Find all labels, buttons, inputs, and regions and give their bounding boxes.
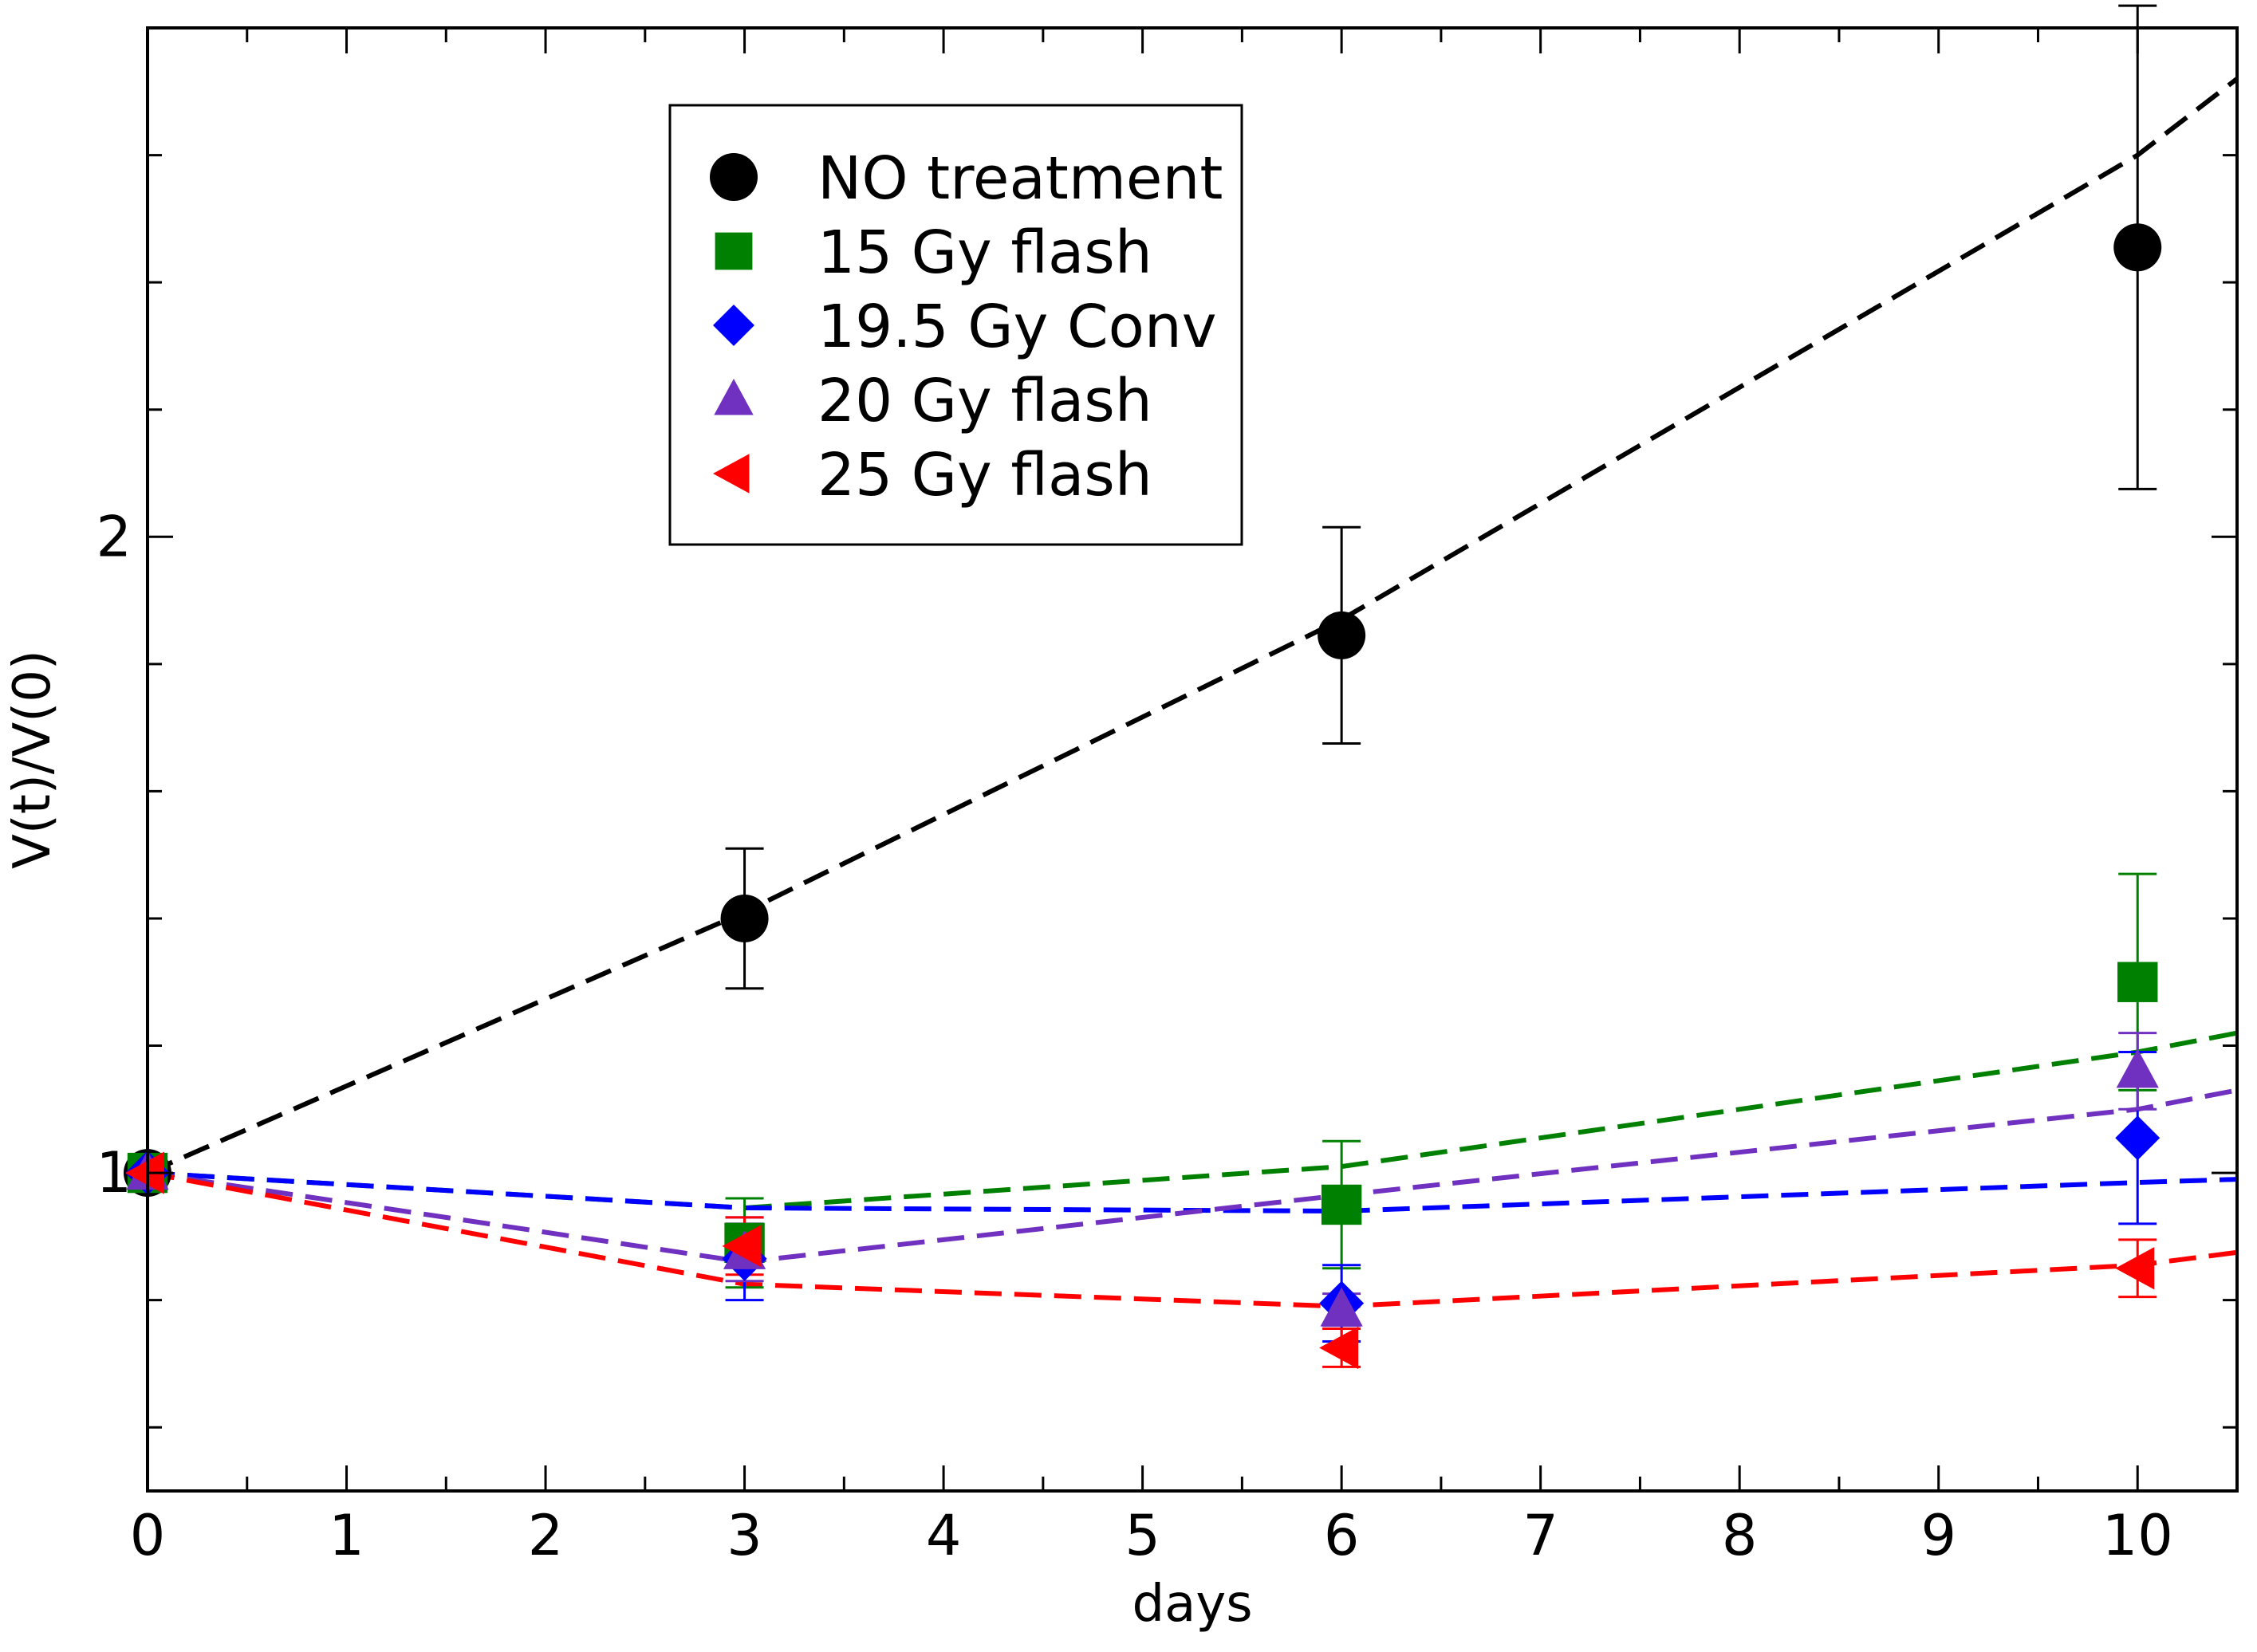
legend-marker: [715, 232, 753, 270]
x-tick-label: 1: [329, 1503, 364, 1568]
legend-label: 25 Gy flash: [817, 441, 1152, 509]
y-tick-label: 2: [96, 504, 132, 569]
x-axis-title: days: [1132, 1575, 1252, 1634]
data-point: [1318, 611, 1366, 659]
x-tick-label: 8: [1722, 1503, 1758, 1568]
data-point: [1320, 1287, 1363, 1327]
x-tick-label: 10: [2102, 1503, 2173, 1568]
legend-label: 20 Gy flash: [817, 367, 1152, 435]
x-tick-label: 9: [1920, 1503, 1956, 1568]
data-point: [2115, 1115, 2160, 1161]
plot-frame: [146, 26, 2239, 1493]
axis-ticks: 0 1 2 3 4 5 6 7 8 9 10 1 2: [96, 28, 2237, 1568]
data-point: [125, 1151, 164, 1194]
data-point: [1319, 1326, 1359, 1370]
x-tick-label: 7: [1522, 1503, 1558, 1568]
x-tick-label: 6: [1324, 1503, 1360, 1568]
fit-line: [147, 1030, 2238, 1211]
y-axis-title: V(t)/V(0): [3, 650, 62, 869]
fit-line: [147, 1170, 2238, 1309]
x-tick-label: 0: [130, 1503, 166, 1568]
legend-label: 19.5 Gy Conv: [817, 293, 1217, 361]
x-tick-label: 4: [926, 1503, 962, 1568]
data-point: [2117, 962, 2158, 1002]
y-tick-label: 1: [96, 1140, 132, 1206]
x-tick-label: 5: [1125, 1503, 1160, 1568]
x-tick-label: 3: [727, 1503, 762, 1568]
data-point: [2113, 223, 2162, 272]
data-point: [1321, 1184, 1362, 1225]
data-point: [2116, 1048, 2159, 1088]
data-point: [2115, 1247, 2155, 1290]
legend-marker: [714, 379, 754, 415]
legend-label: 15 Gy flash: [817, 218, 1152, 287]
data-markers: [124, 223, 2162, 1370]
legend-marker: [710, 153, 758, 201]
data-point: [720, 894, 769, 942]
legend-marker: [713, 305, 754, 346]
legend-marker: [713, 454, 750, 494]
data-point: [722, 1225, 762, 1268]
legend-box: [668, 104, 1243, 546]
x-tick-label: 2: [528, 1503, 564, 1568]
legend-label: NO treatment: [817, 144, 1223, 213]
